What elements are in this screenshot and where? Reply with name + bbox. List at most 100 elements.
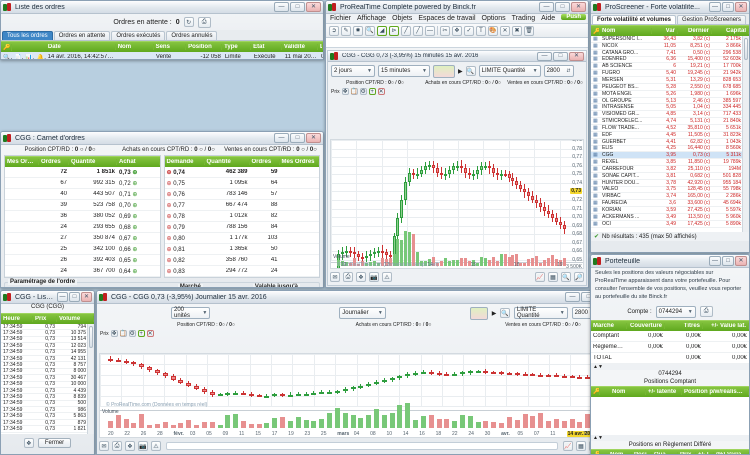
table-row[interactable]: 67 992 315 0,72 ⊕ — [5, 178, 160, 189]
cursor-icon[interactable]: ➲ — [329, 26, 339, 36]
mail-icon[interactable]: ✉ — [330, 272, 340, 282]
bids-table[interactable]: Mes Ordres Ordres Quantité Achat 72 1 851… — [4, 155, 161, 278]
alert-icon[interactable]: ⚠ — [382, 272, 392, 282]
snapshot-icon[interactable]: 📷 — [369, 272, 379, 282]
col-marche[interactable]: Marché — [591, 323, 627, 329]
mail-icon[interactable]: ✉ — [99, 441, 109, 451]
orderbook-window[interactable]: CGG : Carnet d'ordres — □ ✕ Position CPT… — [0, 131, 324, 288]
minimize-icon[interactable]: — — [274, 133, 289, 143]
refresh-icon[interactable]: ↻ — [184, 17, 194, 27]
maximize-icon[interactable]: □ — [555, 2, 570, 12]
fibonacci-icon[interactable]: ◢ — [377, 26, 387, 36]
timeframe-units-select[interactable]: 2 jours ▼ — [331, 65, 375, 77]
portfolio-window[interactable]: Portefeuille — □ ✕ Seules les positions … — [590, 254, 750, 455]
chart-daily-controls[interactable]: 200 unités ▼ Journalier ▼ ▶ 🔍 LIMITE Quant… — [97, 304, 614, 322]
zoom-out-icon[interactable]: 🔍 — [561, 272, 571, 282]
window-controls[interactable]: — □ ✕ — [274, 133, 321, 143]
zoom-in-icon[interactable]: 🔎 — [574, 272, 584, 282]
proscreener-tabs[interactable]: Forte volatilité et volumes Gestion ProS… — [591, 14, 749, 25]
add-indicator-icon[interactable]: + — [138, 330, 145, 337]
order-search-icon[interactable]: 🔍 — [500, 308, 509, 318]
print-icon[interactable]: ⎙ — [112, 441, 122, 451]
menu-fichier[interactable]: Fichier — [330, 15, 351, 22]
table-row[interactable]: ⊕ 0,75 1 095k 64 — [165, 178, 320, 189]
print-icon[interactable]: ⎙ — [700, 306, 713, 317]
minimize-icon[interactable]: — — [274, 2, 289, 12]
table-row[interactable]: ⊕ 0,81 1 365k 50 — [165, 244, 320, 255]
menu-objets[interactable]: Objets — [392, 15, 412, 22]
chart-daily-statusbar[interactable]: ✉ ⎙ ❖ 📷 ⚠ 📈 ▦ 🔍 🔎 — [99, 439, 612, 453]
col-sens[interactable]: Sens — [154, 44, 187, 50]
copy-icon[interactable]: 📋 — [120, 330, 127, 337]
settings-icon[interactable]: ⚙ — [129, 330, 136, 337]
screener-scrollbar[interactable] — [742, 36, 749, 232]
tab-tous-les-ordres[interactable]: Tous les ordres — [2, 31, 53, 40]
col-date[interactable]: Date — [46, 44, 116, 50]
print-icon[interactable]: ⎙ — [198, 17, 211, 28]
menu-options[interactable]: Options — [482, 15, 506, 22]
tick-list-titlebar[interactable]: CGG - Liste tic... — □ ✕ — [1, 291, 94, 304]
table-row[interactable]: 🔍 📄 📊 🔔 14 avr. 2016, 14:42:57 CGG Vente… — [1, 52, 323, 60]
list-item[interactable]: 17:34:59 0,73 1 821 — [1, 426, 94, 432]
portfolio-titlebar[interactable]: Portefeuille — □ ✕ — [591, 255, 749, 268]
table-row[interactable]: 24 293 655 0,68 ⊕ — [5, 222, 160, 233]
palette-icon[interactable]: 🎨 — [488, 26, 498, 36]
table-row[interactable]: 26 392 403 0,65 ⊕ — [5, 255, 160, 266]
col-quantite[interactable]: Quantité — [205, 159, 250, 165]
maximize-icon[interactable]: □ — [290, 2, 305, 12]
col-prix[interactable]: Prix — [33, 316, 57, 322]
col-nom[interactable]: Nom — [610, 389, 646, 395]
screener-table-header[interactable]: 🔑 Nom Var Dernier Capital — [591, 25, 749, 36]
maximize-icon[interactable]: □ — [69, 292, 80, 302]
prt-addressbar[interactable] — [326, 38, 588, 48]
tick-list-footer[interactable]: ❖ Fermer — [1, 434, 94, 448]
remove-indicator-icon[interactable]: ✕ — [378, 88, 385, 95]
col-quantite[interactable]: Quantité — [69, 159, 117, 165]
table-row[interactable]: ⊕ 0,83 294 772 24 — [165, 266, 320, 277]
table-row[interactable]: ⊕ 0,74 462 389 59 — [165, 167, 320, 178]
text-icon[interactable]: T — [476, 26, 486, 36]
col-type[interactable]: Type — [222, 44, 251, 50]
bluetooth-icon[interactable]: ❖ — [356, 272, 366, 282]
maximize-icon[interactable]: □ — [722, 2, 734, 12]
chart15-titlebar[interactable]: CGG - CGG 0,73 (-3,95%) 15 minutes 15 av… — [328, 51, 586, 62]
print-icon[interactable]: ⎙ — [343, 272, 353, 282]
maximize-icon[interactable]: □ — [553, 52, 568, 61]
chart15-window[interactable]: CGG - CGG 0,73 (-3,95%) 15 minutes 15 av… — [327, 50, 587, 286]
minimize-icon[interactable]: — — [709, 2, 721, 12]
minimize-icon[interactable]: — — [709, 256, 721, 266]
close-icon[interactable]: ✕ — [81, 292, 92, 302]
menu-aide[interactable]: Aide — [541, 15, 555, 22]
close-icon[interactable]: ✕ — [571, 2, 586, 12]
horizontal-line-icon[interactable]: — — [425, 26, 435, 36]
asks-header[interactable]: Demande Quantité Ordres Mes Ordres — [165, 156, 320, 167]
table-row[interactable]: ⊕ 0,76 783 146 57 — [165, 189, 320, 200]
table-row[interactable]: ⊕ 0,80 1 177k 103 — [165, 233, 320, 244]
col-nom[interactable]: Nom — [600, 28, 652, 34]
bluetooth-icon[interactable]: ❖ — [125, 441, 135, 451]
grid-icon[interactable]: ▦ — [548, 272, 558, 282]
col-pv-latente[interactable]: +/- Value lat. — [703, 323, 749, 329]
close-icon[interactable]: ✕ — [569, 52, 584, 61]
push-button[interactable]: Push — [561, 14, 586, 20]
check-icon[interactable]: ✓ — [464, 26, 474, 36]
interval-select[interactable]: Journalier ▼ — [339, 307, 386, 319]
chart-daily-plot[interactable]: 0,90,80,730,60,540M20M7 275K20222628févr… — [99, 353, 612, 438]
row-icon-1[interactable]: 🔍 — [1, 54, 12, 61]
bids-header[interactable]: Mes Ordres Ordres Quantité Achat — [5, 156, 160, 167]
grid-icon[interactable]: ▦ — [576, 441, 586, 451]
table-row[interactable]: 36 380 052 0,69 ⊕ — [5, 211, 160, 222]
col-capital[interactable]: Capital — [712, 28, 749, 34]
col-titres[interactable]: Titres — [665, 323, 703, 329]
tab-ordres-annules[interactable]: Ordres annulés — [166, 31, 217, 40]
menu-affichage[interactable]: Affichage — [357, 15, 386, 22]
col-pv-latente[interactable]: +/- latente — [646, 389, 682, 395]
table-row[interactable]: 27 350 874 0,67 ⊕ — [5, 233, 160, 244]
asks-table[interactable]: Demande Quantité Ordres Mes Ordres ⊕ 0,7… — [164, 155, 321, 278]
table-row[interactable]: 72 1 851k 0,73 ⊕ — [5, 167, 160, 178]
order-type-select[interactable]: LIMITE Quantité ▼ — [514, 307, 568, 319]
chart15-controls[interactable]: 2 jours ▼ 15 minutes ▼ ▶ 🔍 LIMITE Quantité… — [328, 62, 586, 80]
bluetooth-icon[interactable]: ❖ — [24, 438, 34, 448]
col-var[interactable]: Var — [652, 28, 678, 34]
col-dernier[interactable]: Dernier — [678, 28, 712, 34]
